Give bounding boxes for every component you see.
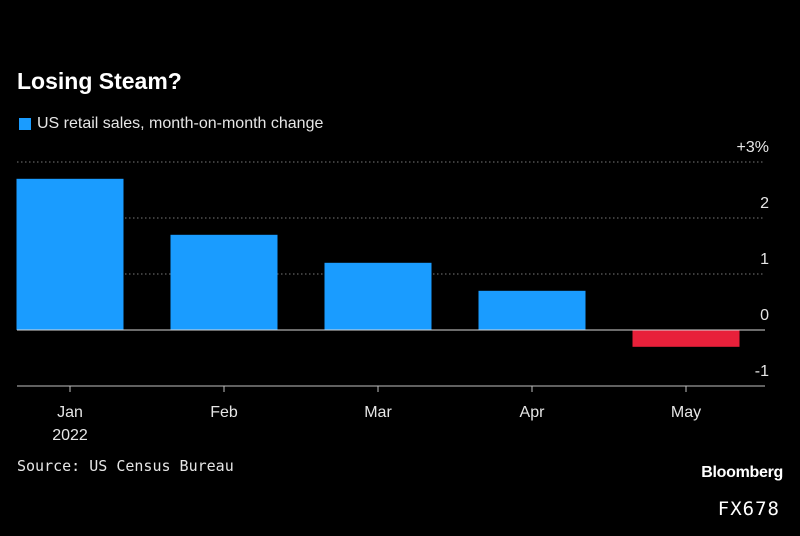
- bar-may: [632, 330, 740, 347]
- x-tick-label: May: [671, 404, 701, 421]
- y-tick-label: +3%: [737, 139, 769, 156]
- legend-label: US retail sales, month-on-month change: [37, 115, 324, 132]
- x-tick-label: Mar: [364, 404, 392, 421]
- source-note: Source: US Census Bureau: [17, 457, 234, 475]
- bar-jan: [16, 178, 124, 330]
- y-tick-label: 2: [760, 195, 769, 212]
- y-tick-label: 0: [760, 307, 769, 324]
- x-tick-label: Apr: [520, 404, 546, 421]
- bar-apr: [478, 290, 586, 330]
- watermark-code: FX678: [717, 498, 780, 520]
- legend: US retail sales, month-on-month change: [19, 115, 323, 133]
- bar-feb: [170, 234, 278, 330]
- bar-mar: [324, 262, 432, 330]
- chart-title: Losing Steam?: [17, 68, 182, 94]
- legend-swatch: [19, 118, 31, 130]
- x-tick-label: Jan: [57, 404, 83, 421]
- y-tick-label: 1: [760, 251, 769, 268]
- bloomberg-logo: Bloomberg: [701, 464, 783, 481]
- x-tick-label: Feb: [210, 404, 238, 421]
- x-tick-sublabel: 2022: [52, 427, 88, 444]
- y-tick-label: -1: [755, 363, 769, 380]
